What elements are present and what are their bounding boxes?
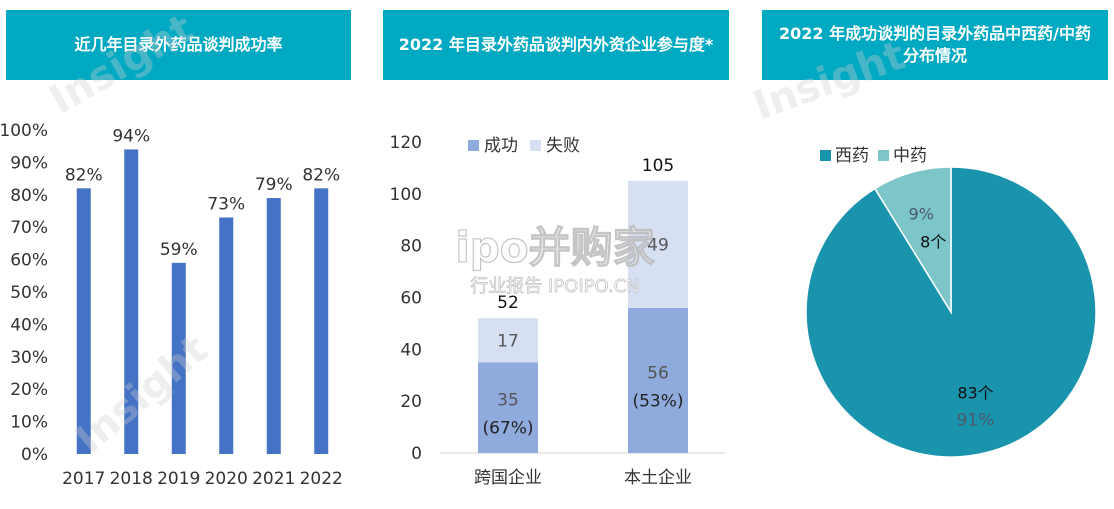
slice-pct-label: 9% <box>909 204 934 223</box>
slice-count-label: 83个 <box>957 383 993 402</box>
bar-2022 <box>314 188 329 454</box>
x-tick-label: 本土企业 <box>624 468 692 488</box>
bar-data-label: 82% <box>65 165 103 185</box>
segment-value-label: 17 <box>497 331 519 351</box>
x-tick-label: 2019 <box>157 469 200 489</box>
x-tick-label: 2017 <box>62 469 105 489</box>
bar-data-label: 73% <box>207 194 245 214</box>
legend-label: 失败 <box>546 136 580 156</box>
segment-value-label: 56 <box>647 363 669 383</box>
bar-data-label: 94% <box>112 126 150 146</box>
bar-data-label: 59% <box>160 240 198 260</box>
y-tick-label: 40 <box>400 340 422 360</box>
x-tick-label: 跨国企业 <box>474 468 542 488</box>
pie-chart-title: 2022 年成功谈判的目录外药品中西药/中药分布情况 <box>762 10 1108 80</box>
stack-segment-成功 <box>628 307 688 453</box>
y-tick-label: 20% <box>10 380 48 400</box>
stacked-chart-title: 2022 年目录外药品谈判内外资企业参与度* <box>383 10 729 80</box>
bar-data-label: 79% <box>255 175 293 195</box>
bar-2019 <box>171 262 186 454</box>
y-tick-label: 50% <box>10 283 48 303</box>
x-tick-label: 2021 <box>252 469 295 489</box>
y-tick-label: 0% <box>21 445 48 465</box>
stack-segment-失败 <box>628 180 688 308</box>
x-tick-label: 2020 <box>205 469 248 489</box>
legend-label: 中药 <box>893 146 927 166</box>
legend-swatch <box>530 140 541 151</box>
legend-label: 成功 <box>484 136 518 156</box>
y-tick-label: 80 <box>400 237 422 257</box>
legend-swatch <box>468 140 479 151</box>
total-label: 52 <box>497 293 519 313</box>
y-tick-label: 70% <box>10 218 48 238</box>
total-label: 105 <box>642 156 674 176</box>
y-tick-label: 60% <box>10 251 48 271</box>
bar-2018 <box>124 149 139 454</box>
bar-2017 <box>76 188 91 454</box>
success-pct-label: (67%) <box>482 419 533 439</box>
y-tick-label: 100% <box>0 121 48 141</box>
stack-segment-失败 <box>478 318 538 363</box>
y-tick-label: 120 <box>390 133 422 153</box>
segment-value-label: 35 <box>497 391 519 411</box>
y-tick-label: 80% <box>10 186 48 206</box>
y-tick-label: 90% <box>10 153 48 173</box>
x-tick-label: 2018 <box>110 469 153 489</box>
bar-2021 <box>266 198 281 454</box>
y-tick-label: 40% <box>10 315 48 335</box>
y-tick-label: 20 <box>400 392 422 412</box>
success-rate-bar-chart: 0% 10% 20% 30% 40% 50% 60% 70% 80% 90% 100% 82% 94%… <box>0 121 343 489</box>
pie-slice-中药 <box>873 166 952 315</box>
legend-swatch <box>878 150 889 161</box>
y-tick-label: 10% <box>10 413 48 433</box>
x-tick-label: 2022 <box>300 469 343 489</box>
bar-chart-title: 近几年目录外药品谈判成功率 <box>6 10 351 80</box>
slice-count-label: 8个 <box>920 232 946 251</box>
legend-swatch <box>820 150 831 161</box>
success-pct-label: (53%) <box>632 391 683 411</box>
y-tick-label: 60 <box>400 289 422 309</box>
segment-value-label: 49 <box>647 235 669 255</box>
y-tick-label: 0 <box>411 444 422 464</box>
participation-stacked-chart: 成功 失败 0 20 40 60 80 100 120 35 (67%) 17 52 56 (53%) 4… <box>390 133 725 488</box>
bar-data-label: 82% <box>302 165 340 185</box>
slice-pct-label: 91% <box>957 410 995 430</box>
medicine-type-pie-chart: 西药 中药 83个 91% 9% 8个 <box>805 146 1097 458</box>
legend-label: 西药 <box>835 146 869 166</box>
y-tick-label: 100 <box>390 185 422 205</box>
y-tick-label: 30% <box>10 348 48 368</box>
stack-segment-成功 <box>478 362 538 453</box>
bar-2020 <box>219 217 234 454</box>
